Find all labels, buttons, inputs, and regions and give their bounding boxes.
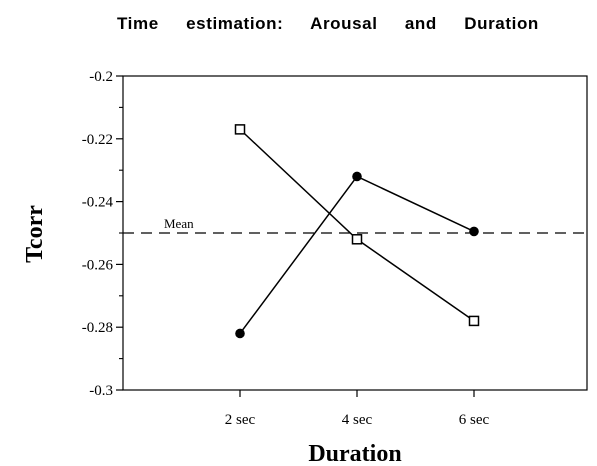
y-axis-title: Tcorr	[22, 205, 48, 263]
data-point-circle	[469, 226, 479, 237]
series-line	[239, 175, 475, 334]
x-axis-ticks: 2 sec 4 sec 6 sec	[225, 390, 490, 428]
y-tick-label: -0.28	[82, 320, 113, 336]
data-series	[234, 124, 480, 339]
y-axis-ticks: -0.2 -0.22 -0.24 -0.26 -0.28 -0.3	[82, 69, 123, 399]
y-tick-label: -0.22	[82, 132, 113, 148]
chart-title: Time estimation: Arousal and Duration	[117, 14, 539, 33]
data-point-square	[351, 234, 363, 245]
x-tick-label: 4 sec	[342, 412, 373, 428]
plot-frame	[122, 75, 588, 391]
data-point-square	[468, 315, 480, 327]
mean-annotation: Mean	[164, 216, 194, 231]
x-axis-title: Duration	[308, 441, 401, 466]
data-point-circle	[235, 328, 245, 339]
y-tick-label: -0.2	[89, 69, 113, 85]
data-point-circle	[352, 171, 362, 182]
y-tick-label: -0.24	[82, 195, 114, 211]
x-tick-label: 2 sec	[225, 412, 256, 428]
y-tick-label: -0.3	[89, 383, 113, 399]
y-tick-label: -0.26	[82, 257, 114, 273]
x-tick-label: 6 sec	[459, 412, 490, 428]
series-line	[239, 128, 475, 322]
data-point-square	[234, 124, 246, 135]
